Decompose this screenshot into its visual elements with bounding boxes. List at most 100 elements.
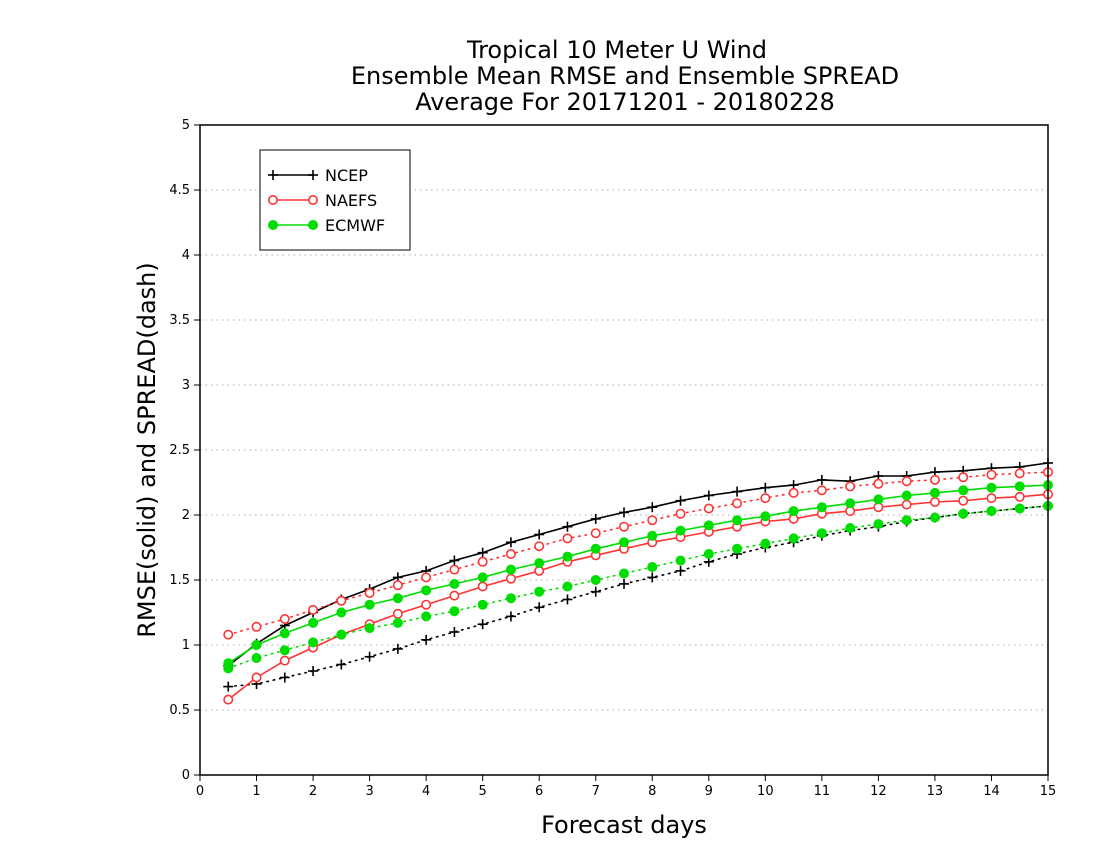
naefs-spread-point: [477, 556, 488, 567]
naefs-rmse-point: [449, 590, 460, 601]
ecmwf-rmse-point: [505, 564, 516, 575]
y-tick-label: 4.5: [169, 183, 190, 198]
ecmwf-rmse-point: [732, 515, 743, 526]
ncep-rmse-point: [477, 547, 488, 558]
ncep-spread-point: [647, 572, 658, 583]
x-axis-ticks: 0 1 2 3 4 5 6 7 8 9 10 11 12 13 14 15: [196, 775, 1056, 799]
y-tick-label: 2: [182, 508, 190, 523]
ecmwf-rmse-point: [788, 506, 799, 517]
ncep-spread-point: [421, 634, 432, 645]
ecmwf-rmse-point: [901, 490, 912, 501]
ncep-spread-point: [308, 666, 319, 676]
ecmwf-rmse-point: [986, 482, 997, 493]
x-tick-label: 1: [252, 784, 260, 799]
y-tick-label: 0: [182, 768, 190, 783]
ecmwf-rmse-point: [308, 617, 319, 628]
ncep-rmse-point: [562, 521, 573, 532]
x-tick-label: 0: [196, 784, 204, 799]
naefs-spread-series: [223, 467, 1054, 640]
naefs-rmse-line: [227, 493, 1049, 701]
ecmwf-spread-line: [227, 505, 1049, 670]
ncep-spread-point: [336, 659, 347, 670]
legend-item-ncep: NCEP: [268, 166, 368, 185]
naefs-rmse-point: [505, 573, 516, 584]
series-layer: [223, 458, 1054, 705]
ncep-rmse-point: [703, 490, 714, 501]
ecmwf-rmse-point: [647, 530, 658, 541]
x-tick-label: 9: [705, 784, 713, 799]
ncep-spread-point: [392, 643, 403, 654]
ncep-rmse-point: [449, 555, 460, 566]
legend-marker: [268, 170, 278, 180]
ecmwf-spread-point: [788, 533, 799, 544]
x-axis-title: Forecast days: [541, 811, 707, 839]
naefs-rmse-point: [901, 499, 912, 510]
y-tick-label: 4: [182, 248, 190, 263]
ecmwf-spread-point: [703, 549, 714, 559]
naefs-spread-point: [703, 503, 714, 514]
ecmwf-rmse-point: [760, 511, 771, 522]
naefs-spread-point: [618, 521, 629, 532]
ecmwf-rmse-point: [392, 593, 403, 604]
naefs-spread-point: [308, 604, 319, 615]
ncep-spread-point: [505, 611, 516, 622]
ncep-spread-point: [279, 672, 290, 683]
naefs-rmse-point: [421, 599, 432, 610]
ncep-rmse-point: [760, 482, 771, 493]
x-tick-label: 5: [479, 784, 487, 799]
x-tick-label: 14: [983, 784, 1000, 799]
naefs-spread-point: [929, 474, 940, 485]
naefs-rmse-point: [986, 493, 997, 504]
ncep-spread-point: [534, 602, 545, 613]
ncep-spread-point: [223, 681, 234, 692]
naefs-rmse-point: [929, 496, 940, 507]
naefs-spread-point: [901, 476, 912, 487]
ecmwf-spread-point: [675, 555, 686, 566]
legend: NCEP NAEFS ECMWF: [259, 149, 411, 251]
ecmwf-rmse-point: [336, 607, 347, 618]
naefs-spread-point: [449, 564, 460, 575]
x-tick-label: 15: [1040, 784, 1057, 799]
legend-marker: [267, 195, 278, 206]
ecmwf-rmse-point: [223, 658, 234, 669]
ncep-spread-point: [619, 578, 629, 589]
naefs-spread-point: [760, 493, 771, 504]
ecmwf-rmse-point: [845, 498, 856, 509]
naefs-spread-point: [732, 498, 743, 509]
ecmwf-rmse-point: [251, 640, 262, 650]
ecmwf-spread-point: [590, 575, 601, 585]
naefs-rmse-point: [1014, 491, 1025, 502]
naefs-rmse-point: [279, 655, 290, 666]
ecmwf-spread-point: [421, 611, 432, 622]
legend-marker: [308, 170, 318, 180]
x-tick-label: 8: [648, 784, 656, 799]
ecmwf-spread-point: [308, 637, 319, 648]
naefs-spread-point: [675, 508, 686, 519]
ecmwf-spread-point: [619, 568, 629, 579]
naefs-spread-point: [873, 478, 884, 489]
ecmwf-spread-point: [534, 586, 545, 597]
naefs-spread-point: [279, 613, 290, 624]
naefs-rmse-point: [958, 495, 969, 506]
naefs-spread-point: [505, 548, 516, 559]
x-tick-label: 10: [757, 784, 774, 799]
naefs-rmse-point: [251, 672, 262, 683]
naefs-spread-point: [845, 481, 856, 492]
chart-title-line-1: Tropical 10 Meter U Wind: [466, 36, 767, 64]
ecmwf-spread-point: [732, 543, 743, 554]
ecmwf-rmse-point: [816, 502, 827, 513]
ecmwf-rmse-point: [929, 487, 940, 498]
naefs-spread-point: [534, 541, 545, 552]
y-tick-label: 0.5: [169, 703, 190, 718]
naefs-spread-point: [223, 629, 234, 640]
legend-label: NCEP: [325, 166, 368, 185]
ncep-spread-point: [449, 627, 460, 637]
ecmwf-spread-point: [477, 599, 488, 610]
naefs-spread-point: [590, 528, 601, 539]
x-tick-label: 12: [870, 784, 887, 799]
ecmwf-spread-point: [449, 606, 460, 617]
legend-label: ECMWF: [325, 216, 385, 235]
chart-title-line-3: Average For 20171201 - 20180228: [415, 88, 835, 116]
ecmwf-rmse-series: [223, 480, 1053, 669]
